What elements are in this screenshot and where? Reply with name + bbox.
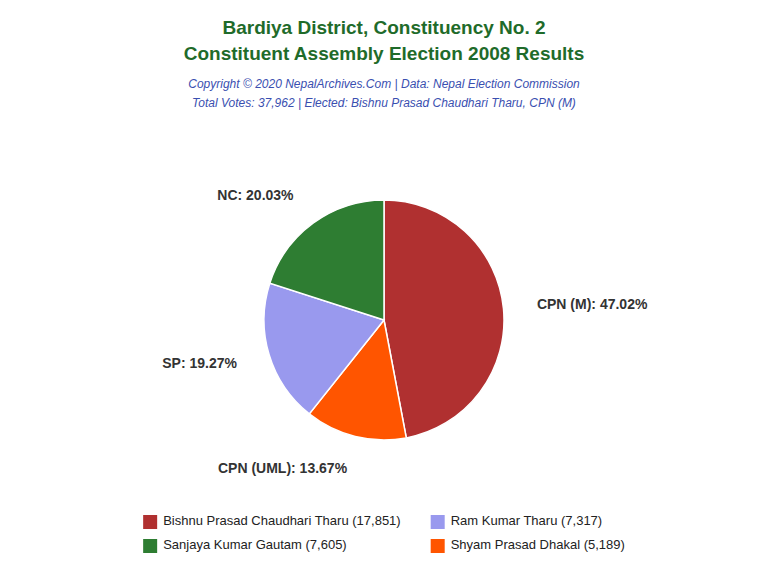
legend-item: Bishnu Prasad Chaudhari Tharu (17,851) <box>143 513 401 529</box>
title: Bardiya District, Constituency No. 2 <box>222 17 545 38</box>
legend-swatch <box>431 539 445 553</box>
data-label: CPN (UML): 13.67% <box>218 460 348 476</box>
legend-item: Ram Kumar Tharu (7,317) <box>431 513 603 529</box>
legend-label: Sanjaya Kumar Gautam (7,605) <box>163 537 347 552</box>
data-label: SP: 19.27% <box>162 355 237 371</box>
subtitle: Total Votes: 37,962 | Elected: Bishnu Pr… <box>192 96 576 110</box>
legend-swatch <box>431 515 445 529</box>
chart: Bardiya District, Constituency No. 2 Cons… <box>0 0 768 576</box>
legend-label: Ram Kumar Tharu (7,317) <box>451 513 603 528</box>
subtitle: Copyright © 2020 NepalArchives.Com | Dat… <box>188 77 580 91</box>
legend-swatch <box>143 539 157 553</box>
pie-slice <box>270 200 384 320</box>
chart-container: Bardiya District, Constituency No. 2 Cons… <box>0 0 768 576</box>
pie-slice <box>384 200 504 438</box>
legend-label: Shyam Prasad Dhakal (5,189) <box>451 537 625 552</box>
data-label: NC: 20.03% <box>217 187 294 203</box>
legend-item: Sanjaya Kumar Gautam (7,605) <box>143 537 347 553</box>
legend-swatch <box>143 515 157 529</box>
title: Constituent Assembly Election 2008 Resul… <box>184 43 585 64</box>
legend: Bishnu Prasad Chaudhari Tharu (17,851) Ra… <box>143 513 625 553</box>
pie <box>264 200 504 440</box>
legend-item: Shyam Prasad Dhakal (5,189) <box>431 537 625 553</box>
data-label: CPN (M): 47.02% <box>537 296 648 312</box>
legend-label: Bishnu Prasad Chaudhari Tharu (17,851) <box>163 513 401 528</box>
